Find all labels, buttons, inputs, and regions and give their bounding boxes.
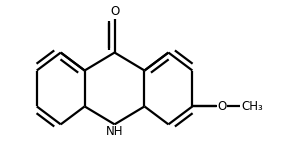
Text: CH₃: CH₃ <box>241 100 263 113</box>
Text: O: O <box>217 100 227 113</box>
Text: O: O <box>110 5 119 18</box>
Text: NH: NH <box>106 125 123 138</box>
